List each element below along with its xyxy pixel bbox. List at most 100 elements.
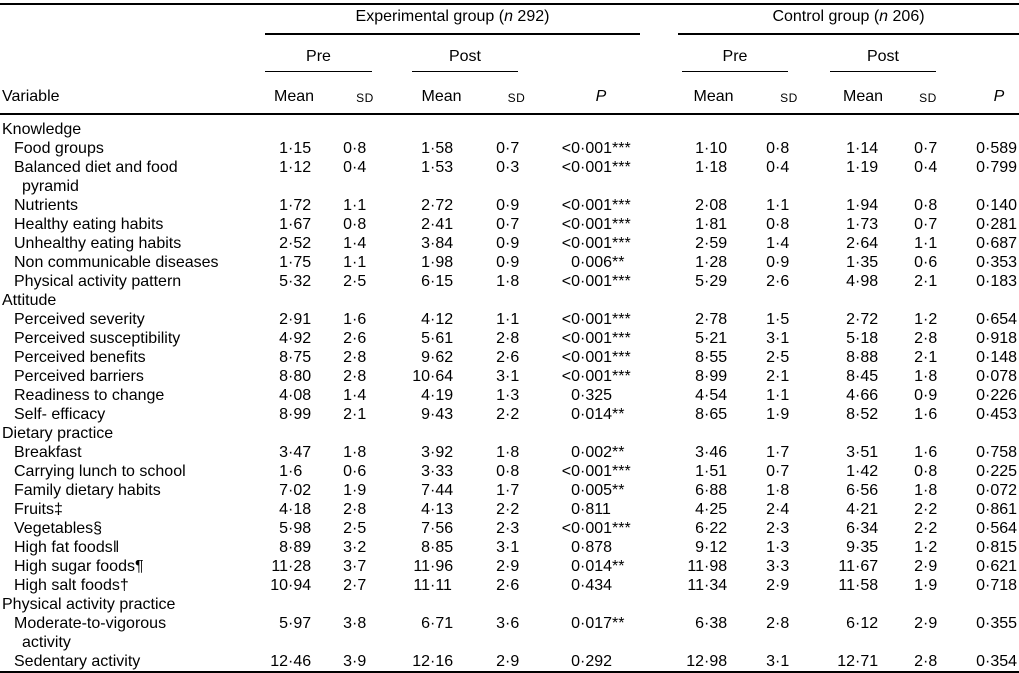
sd-post-cell: 0·7 — [496, 140, 520, 157]
sd-post-cell: 1·9 — [914, 577, 938, 594]
pre-subheader-experimental-cell: Pre — [262, 48, 404, 72]
table-row: Vegetables§ 5·98 2·5 7·56 2·3 <0·001*** 6·22 2·… — [0, 519, 1019, 538]
p-value-cell: 0·292 — [571, 653, 613, 670]
mean-pre-cell: 1·15 — [279, 140, 312, 157]
mean-post-cell: 9·62 — [421, 349, 454, 366]
table-body: Knowledge Food groups 1·15 0·8 1·58 0·7 <0·001… — [0, 115, 1019, 671]
sd-pre-cell: 1·7 — [766, 444, 790, 461]
sd-post-cell: 2·2 — [914, 501, 938, 518]
sd-pre-cell: 0·9 — [766, 254, 790, 271]
control-group-header-cell: Control group (n 206) — [678, 8, 1019, 35]
mean-column-header: Mean — [421, 88, 462, 105]
p-value-cell: 0·014** — [571, 558, 625, 575]
mean-pre-cell: 12·46 — [270, 653, 312, 670]
table-row: Moderate-to-vigorous activity 5·97 3·8 6·71 3… — [0, 614, 1019, 652]
table-row: High salt foods† 10·94 2·7 11·11 2·6 0·434 11·… — [0, 576, 1019, 595]
p-value-cell: 0·355 — [976, 615, 1018, 632]
sd-post-cell: 3·6 — [496, 615, 520, 632]
sd-post-cell: 0·9 — [496, 254, 520, 271]
mean-pre-cell: 8·65 — [695, 406, 728, 423]
p-value-cell: 0·589 — [976, 140, 1018, 157]
sd-pre-cell: 1·4 — [766, 235, 790, 252]
mean-pre-cell: 6·38 — [695, 615, 728, 632]
table-row: Carrying lunch to school 1·6 0·6 3·33 0·8 <0·… — [0, 462, 1019, 481]
mean-pre-cell: 5·29 — [695, 273, 728, 290]
top-rule — [0, 3, 1019, 5]
sd-post-cell: 2·1 — [914, 273, 938, 290]
mean-pre-cell: 9·12 — [695, 539, 728, 556]
p-value-cell: 0·799 — [976, 159, 1018, 176]
section-row: Dietary practice — [0, 424, 1019, 443]
sd-pre-cell: 3·9 — [343, 653, 367, 670]
mean-pre-cell: 1·75 — [279, 254, 312, 271]
sd-pre-cell: 3·8 — [343, 615, 367, 632]
sd-post-cell: 2·2 — [914, 520, 938, 537]
row-label: Unhealthy eating habits — [14, 235, 182, 252]
mean-pre-cell: 11·28 — [271, 558, 312, 575]
sd-post-cell: 2·2 — [496, 406, 520, 423]
row-label: High sugar foods¶ — [14, 558, 144, 575]
n-italic: n — [504, 8, 513, 25]
table-row: Unhealthy eating habits 2·52 1·4 3·84 0·9 <0·… — [0, 234, 1019, 253]
mean-pre-cell: 4·54 — [695, 387, 728, 404]
sd-post-cell: 0·7 — [914, 140, 938, 157]
sd-pre-cell: 1·5 — [766, 311, 790, 328]
mean-pre-cell: 5·21 — [695, 330, 728, 347]
table-row: Family dietary habits 7·02 1·9 7·44 1·7 0·005… — [0, 481, 1019, 500]
mean-post-cell: 3·33 — [421, 463, 454, 480]
mean-post-cell: 11·58 — [838, 577, 879, 594]
mean-column-header: Mean — [693, 88, 734, 105]
sd-pre-cell: 0·4 — [343, 159, 367, 176]
mean-post-cell: 6·12 — [846, 615, 879, 632]
sd-pre-cell: 2·5 — [343, 520, 367, 537]
p-value-cell: <0·001*** — [561, 349, 631, 366]
p-value-cell: 0·878 — [571, 539, 613, 556]
mean-pre-cell: 2·52 — [279, 235, 312, 252]
p-value-cell: 0·353 — [976, 254, 1018, 271]
sd-pre-cell: 3·3 — [766, 558, 790, 575]
sd-pre-cell: 0·8 — [343, 216, 367, 233]
mean-post-cell: 4·21 — [846, 501, 879, 518]
row-label: Carrying lunch to school — [14, 463, 186, 480]
mean-post-cell: 8·52 — [846, 406, 879, 423]
sd-pre-cell: 0·4 — [766, 159, 790, 176]
experimental-group-header-cell: Experimental group (n 292) — [262, 8, 664, 35]
sd-post-cell: 1·7 — [496, 482, 520, 499]
p-value-cell: 0·005** — [571, 482, 625, 499]
p-value-cell: 0·148 — [976, 349, 1018, 366]
table-row: Nutrients 1·72 1·1 2·72 0·9 <0·001*** 2·08 1·1 1… — [0, 196, 1019, 215]
p-value-cell: <0·001*** — [561, 197, 631, 214]
p-value-cell: <0·001*** — [561, 330, 631, 347]
section-title: Dietary practice — [2, 425, 114, 442]
mean-pre-cell: 10·94 — [270, 577, 312, 594]
sd-post-cell: 2·9 — [496, 558, 520, 575]
mean-pre-cell: 5·97 — [279, 615, 312, 632]
sd-post-cell: 0·8 — [914, 197, 938, 214]
sd-post-cell: 0·7 — [496, 216, 520, 233]
row-label: Nutrients — [14, 197, 79, 214]
pre-subheader-control-cell: Pre — [678, 48, 829, 72]
sd-pre-cell: 1·6 — [343, 311, 367, 328]
row-label: Fruits‡ — [14, 501, 63, 518]
sd-pre-cell: 2·9 — [766, 577, 790, 594]
sd-pre-cell: 2·6 — [766, 273, 790, 290]
mean-pre-cell: 8·99 — [279, 406, 312, 423]
p-value-cell: 0·654 — [976, 311, 1018, 328]
mean-post-cell: 4·19 — [421, 387, 454, 404]
mean-pre-cell: 1·12 — [279, 159, 312, 176]
mean-post-cell: 9·35 — [846, 539, 879, 556]
sd-post-cell: 0·9 — [496, 235, 520, 252]
table-row: Non communicable diseases 1·75 1·1 1·98 0·9 0… — [0, 253, 1019, 272]
p-value-cell: <0·001*** — [561, 273, 631, 290]
mean-post-cell: 2·41 — [421, 216, 454, 233]
row-label: Vegetables§ — [14, 520, 103, 537]
sd-post-cell: 1·2 — [914, 311, 938, 328]
mean-pre-cell: 2·08 — [695, 197, 728, 214]
p-value-cell: 0·453 — [976, 406, 1018, 423]
section-row: Knowledge — [0, 120, 1019, 139]
table-row: Perceived severity 2·91 1·6 4·12 1·1 <0·001**… — [0, 310, 1019, 329]
row-label: Breakfast — [14, 444, 82, 461]
row-label: Readiness to change — [14, 387, 165, 404]
p-value-cell: 0·281 — [976, 216, 1018, 233]
